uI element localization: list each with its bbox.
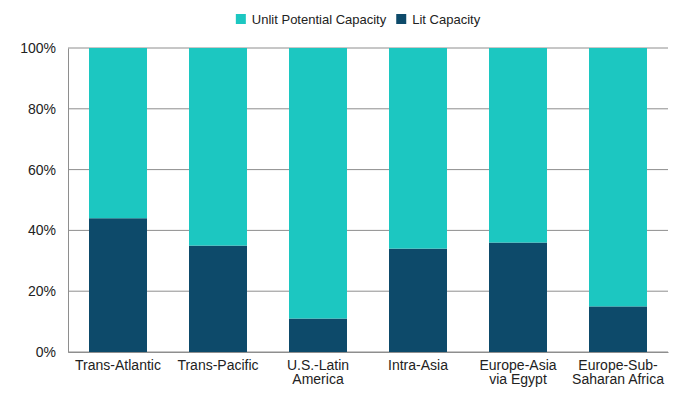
tick: U.S.-LatinAmerica [287, 352, 349, 387]
tick-label: Europe-Asiavia Egypt [479, 357, 556, 387]
tick-label: 60% [28, 162, 56, 178]
tick: Trans-Pacific [177, 352, 258, 373]
tick-label-line: Trans-Atlantic [75, 357, 161, 373]
series [89, 218, 647, 352]
bar [189, 48, 247, 246]
tick: 0% [36, 344, 68, 360]
tick-label: Intra-Asia [388, 357, 448, 373]
axis-line [69, 352, 669, 353]
plot-area: 0% 20% 40% 60% 80% 100% Trans-Atlantic Trans-Pa… [20, 40, 668, 387]
tick: 100% [20, 40, 68, 56]
tick-label: 80% [28, 101, 56, 117]
y-axis: 0% 20% 40% 60% 80% 100% [20, 40, 68, 360]
tick-label: U.S.-LatinAmerica [287, 357, 349, 387]
bars [89, 48, 647, 352]
tick: Trans-Atlantic [75, 352, 161, 373]
bar [589, 48, 647, 306]
bar [189, 246, 247, 352]
bar [289, 319, 347, 352]
grid-line [68, 352, 668, 353]
tick: 60% [28, 162, 68, 178]
tick: 40% [28, 222, 68, 238]
tick: Europe-Sub-Saharan Africa [572, 352, 664, 387]
tick-label-line: Intra-Asia [388, 357, 448, 373]
tick-label-line: Saharan Africa [572, 371, 664, 387]
bar [289, 48, 347, 319]
grid-line [68, 291, 668, 292]
legend-item: Unlit Potential Capacity [236, 12, 387, 27]
bar [489, 243, 547, 352]
bar [489, 48, 547, 243]
tick-label-line: Trans-Pacific [177, 357, 258, 373]
legend-label: Unlit Potential Capacity [252, 12, 387, 27]
bar [389, 249, 447, 352]
tick: 80% [28, 101, 68, 117]
legend-item: Lit Capacity [396, 12, 480, 27]
tick: Intra-Asia [388, 352, 448, 373]
bar [89, 48, 147, 218]
tick-label-line: America [292, 371, 344, 387]
tick-label-line: via Egypt [489, 371, 547, 387]
grid-line [68, 48, 668, 49]
tick: 20% [28, 283, 68, 299]
x-axis: Trans-Atlantic Trans-Pacific U.S.-LatinAme… [69, 352, 669, 387]
tick-label: 100% [20, 40, 56, 56]
tick-label: Europe-Sub-Saharan Africa [572, 357, 664, 387]
series [89, 48, 647, 319]
tick-label: 20% [28, 283, 56, 299]
grid-line [68, 169, 668, 170]
axis-line [68, 49, 69, 353]
bar [89, 218, 147, 352]
grid-line [68, 108, 668, 109]
bar [589, 306, 647, 352]
legend-swatch [396, 14, 406, 24]
grid [68, 48, 668, 352]
legend-swatch [236, 14, 246, 24]
legend: Unlit Potential Capacity Lit Capacity [236, 12, 481, 27]
chart: 0% 20% 40% 60% 80% 100% Trans-Atlantic Trans-Pa… [0, 0, 691, 411]
tick: Europe-Asiavia Egypt [479, 352, 556, 387]
tick-label: Trans-Atlantic [75, 357, 161, 373]
bar [389, 48, 447, 249]
tick-label: 40% [28, 222, 56, 238]
tick-label: Trans-Pacific [177, 357, 258, 373]
legend-label: Lit Capacity [412, 12, 480, 27]
tick-label: 0% [36, 344, 56, 360]
grid-line [68, 230, 668, 231]
